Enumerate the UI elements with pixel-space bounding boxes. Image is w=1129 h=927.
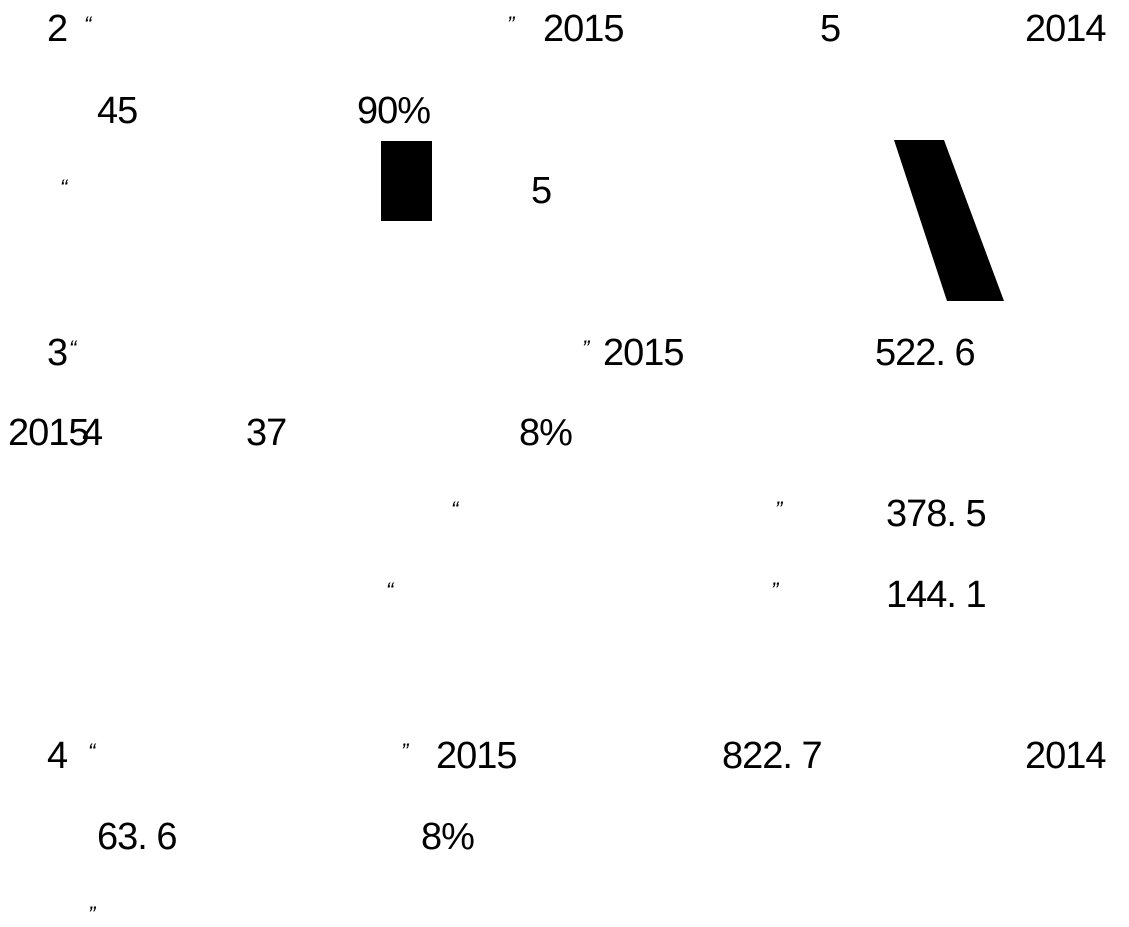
number-value: 37	[246, 412, 287, 454]
overlap-digit: 4	[82, 412, 103, 454]
open-quote: “	[386, 578, 394, 603]
open-quote: “	[69, 336, 77, 361]
number-value: 45	[97, 90, 138, 132]
year-value: 2014	[1025, 735, 1107, 777]
year-value: 2015	[543, 8, 625, 50]
redaction-slash-shape	[894, 140, 1004, 301]
year-value: 2015	[8, 412, 90, 454]
open-quote: “	[84, 12, 92, 37]
open-quote: “	[60, 175, 68, 200]
redaction-block	[381, 141, 432, 221]
percent-value: 8%	[421, 816, 475, 858]
number-value: 5	[820, 8, 841, 50]
open-quote: “	[88, 739, 96, 764]
year-value: 2015	[603, 332, 685, 374]
amount-value: 63. 6	[97, 816, 178, 858]
item-number-4: 4	[47, 735, 68, 777]
open-quote: “	[451, 497, 459, 522]
close-quote: ”	[582, 336, 590, 361]
close-quote: ”	[507, 12, 515, 37]
close-quote: ”	[88, 902, 96, 927]
amount-value: 378. 5	[886, 493, 987, 535]
close-quote: ”	[775, 497, 783, 522]
amount-value: 522. 6	[875, 332, 976, 374]
amount-value: 822. 7	[722, 735, 823, 777]
item-number-3: 3	[47, 332, 68, 374]
year-value: 2014	[1025, 8, 1107, 50]
number-value: 5	[531, 170, 552, 212]
percent-value: 8%	[519, 412, 573, 454]
item-number-2: 2	[47, 8, 68, 50]
percent-value: 90%	[357, 90, 431, 132]
year-value: 2015	[436, 735, 518, 777]
amount-value: 144. 1	[886, 574, 987, 616]
close-quote: ”	[401, 739, 409, 764]
close-quote: ”	[771, 578, 779, 603]
